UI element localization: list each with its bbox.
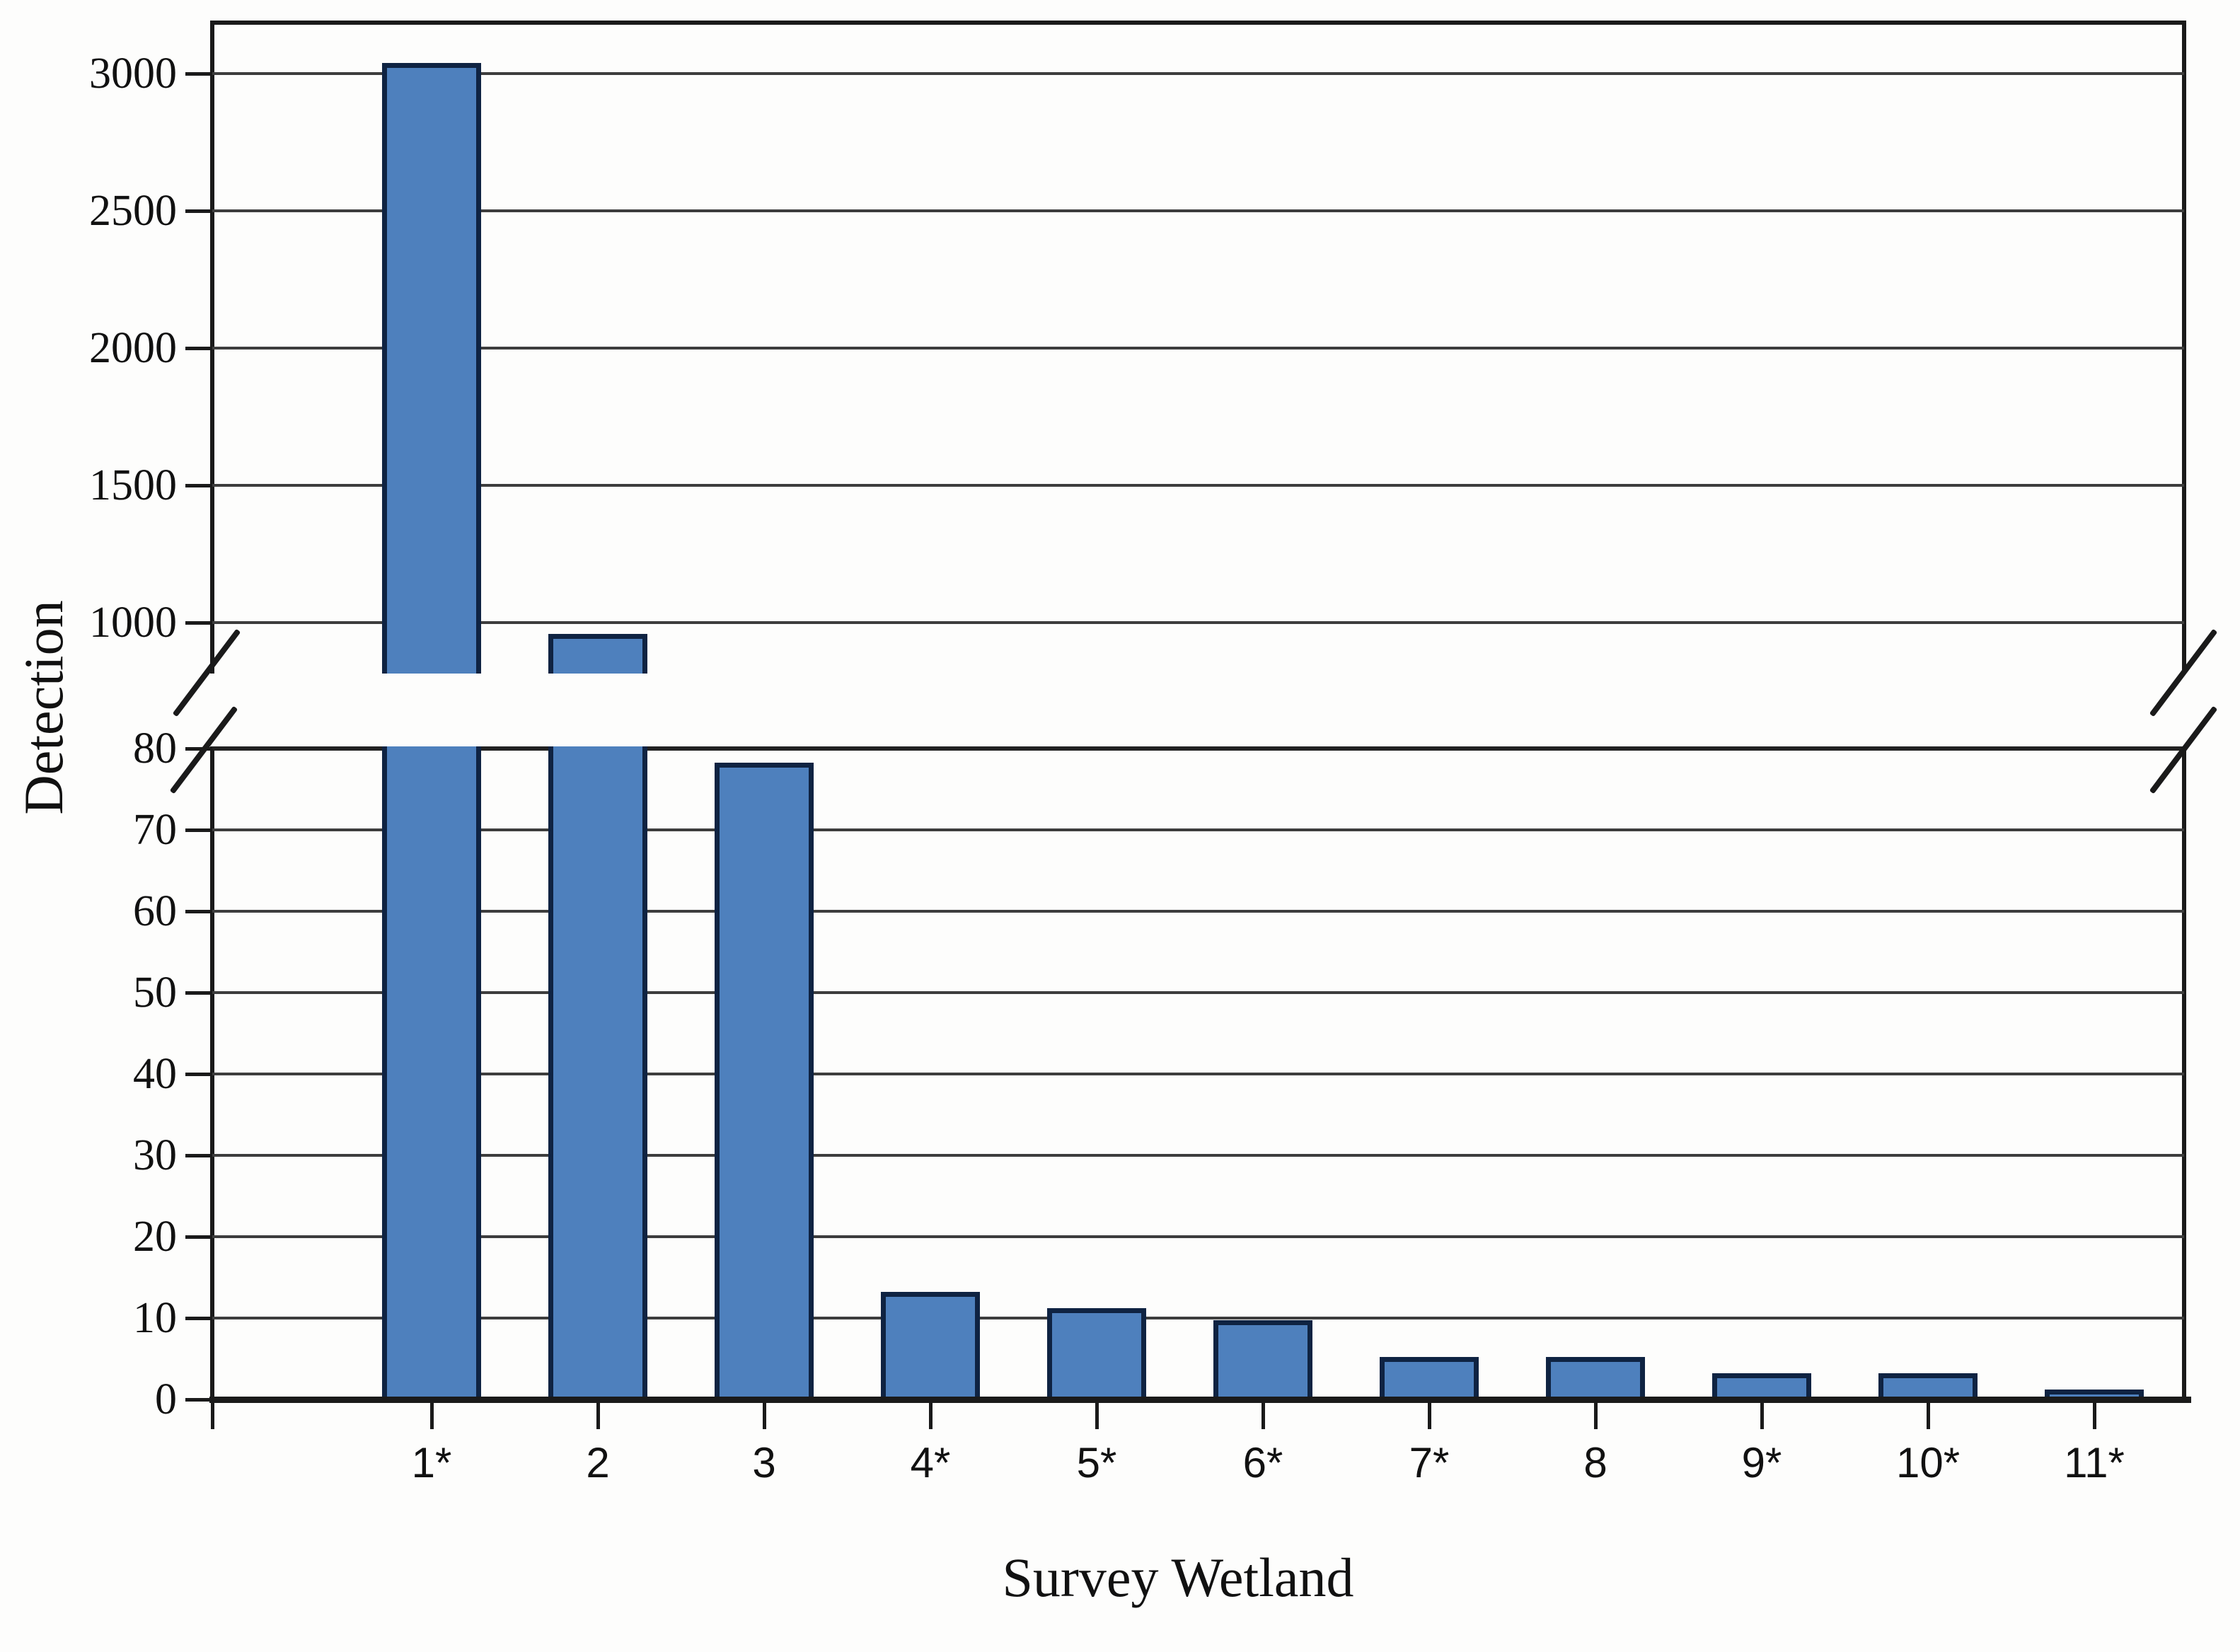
y-tick-0 — [185, 1398, 212, 1402]
x-axis-title: Survey Wetland — [1002, 1547, 1354, 1608]
gridline-lower-40 — [212, 1073, 2184, 1075]
y-tick-label-1500: 1500 — [89, 461, 177, 509]
x-tick-2 — [596, 1403, 600, 1429]
x-tick-11-star — [2093, 1403, 2096, 1429]
gridline-upper-3000 — [212, 72, 2184, 75]
x-tick-1-star — [430, 1403, 434, 1429]
gridline-lower-70 — [212, 828, 2184, 831]
y-tick-label-20: 20 — [133, 1213, 177, 1261]
x-tick-label-8: 8 — [1583, 1439, 1607, 1486]
bar-1-star-upper — [382, 63, 481, 674]
y-tick-label-1000: 1000 — [89, 599, 177, 647]
x-tick-6-star — [1262, 1403, 1265, 1429]
bar-8-lower — [1546, 1356, 1645, 1399]
y-tick-60 — [185, 910, 212, 913]
bar-3-lower — [715, 763, 814, 1399]
y-tick-50 — [185, 991, 212, 995]
y-tick-label-50: 50 — [133, 969, 177, 1017]
bar-9-star-lower — [1712, 1373, 1811, 1399]
y-tick-30 — [185, 1154, 212, 1157]
x-tick-label-11-star: 11* — [2064, 1439, 2125, 1486]
x-tick-label-2: 2 — [586, 1439, 610, 1486]
y-tick-3000 — [185, 72, 212, 76]
gridline-upper-2000 — [212, 347, 2184, 350]
y-tick-label-10: 10 — [133, 1294, 177, 1342]
y-tick-1500 — [185, 484, 212, 487]
y-tick-label-80: 80 — [133, 724, 177, 773]
gridline-lower-30 — [212, 1154, 2184, 1157]
x-tick-8 — [1594, 1403, 1598, 1429]
y-tick-2500 — [185, 209, 212, 213]
bar-5-star-lower — [1047, 1307, 1146, 1399]
bar-1-star-lower — [382, 746, 481, 1399]
x-tick-label-10-star: 10* — [1895, 1439, 1961, 1486]
x-axis-left-end-tick — [211, 1403, 214, 1429]
y-tick-label-2000: 2000 — [89, 324, 177, 372]
x-tick-9-star — [1760, 1403, 1764, 1429]
y-tick-label-3000: 3000 — [89, 50, 177, 98]
y-tick-label-70: 70 — [133, 806, 177, 854]
y-tick-label-60: 60 — [133, 887, 177, 935]
x-tick-label-7-star: 7* — [1409, 1439, 1450, 1486]
y-tick-70 — [185, 828, 212, 832]
x-tick-5-star — [1095, 1403, 1099, 1429]
y-tick-2000 — [185, 347, 212, 350]
y-tick-label-40: 40 — [133, 1050, 177, 1098]
bar-2-upper — [548, 634, 647, 674]
x-axis-line — [209, 1397, 2191, 1403]
bar-2-lower — [548, 746, 647, 1399]
gridline-upper-2500 — [212, 209, 2184, 212]
x-tick-label-6-star: 6* — [1242, 1439, 1283, 1486]
x-tick-label-5-star: 5* — [1076, 1439, 1117, 1486]
y-tick-label-0: 0 — [155, 1375, 177, 1423]
y-tick-40 — [185, 1073, 212, 1076]
x-tick-7-star — [1428, 1403, 1431, 1429]
y-tick-10 — [185, 1317, 212, 1320]
y-tick-1000 — [185, 621, 212, 625]
bar-6-star-lower — [1213, 1319, 1312, 1399]
bar-7-star-lower — [1380, 1356, 1479, 1399]
x-tick-label-4-star: 4* — [910, 1439, 951, 1486]
x-tick-label-1-star: 1* — [411, 1439, 452, 1486]
gridline-upper-1500 — [212, 484, 2184, 487]
gridline-lower-60 — [212, 910, 2184, 913]
y-tick-label-2500: 2500 — [89, 187, 177, 235]
x-tick-10-star — [1927, 1403, 1930, 1429]
y-tick-80 — [185, 747, 212, 751]
gridline-lower-50 — [212, 991, 2184, 994]
x-tick-label-3: 3 — [752, 1439, 776, 1486]
x-tick-3 — [763, 1403, 766, 1429]
gridline-lower-10 — [212, 1317, 2184, 1319]
gridline-upper-1000 — [212, 621, 2184, 624]
bar-10-star-lower — [1878, 1373, 1978, 1399]
y-tick-20 — [185, 1235, 212, 1239]
x-tick-label-9-star: 9* — [1741, 1439, 1782, 1486]
y-axis-title: Detection — [13, 600, 74, 815]
x-tick-4-star — [929, 1403, 933, 1429]
y-tick-label-30: 30 — [133, 1131, 177, 1179]
gridline-lower-20 — [212, 1235, 2184, 1238]
bar-4-star-lower — [881, 1291, 980, 1399]
